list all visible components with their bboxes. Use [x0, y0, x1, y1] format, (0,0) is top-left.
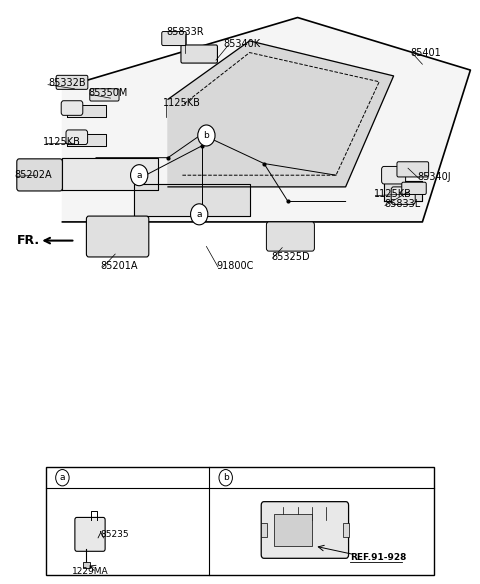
- Text: 85235: 85235: [101, 530, 130, 539]
- Circle shape: [131, 165, 148, 186]
- Text: 1125KB: 1125KB: [374, 189, 412, 200]
- Text: 85201A: 85201A: [101, 260, 138, 271]
- Text: 1125KB: 1125KB: [163, 98, 201, 109]
- Text: 85325D: 85325D: [271, 252, 310, 262]
- Bar: [83, 562, 90, 568]
- Text: 85340K: 85340K: [223, 39, 260, 49]
- Circle shape: [198, 125, 215, 146]
- Text: FR.: FR.: [17, 234, 40, 247]
- Bar: [261, 523, 267, 537]
- Text: 85833L: 85833L: [384, 199, 420, 210]
- Text: 85833R: 85833R: [166, 27, 204, 37]
- Circle shape: [219, 470, 232, 486]
- FancyBboxPatch shape: [66, 130, 88, 144]
- FancyBboxPatch shape: [261, 502, 348, 558]
- Text: 1229MA: 1229MA: [72, 566, 108, 576]
- FancyBboxPatch shape: [162, 32, 186, 46]
- FancyBboxPatch shape: [90, 89, 119, 101]
- Circle shape: [56, 470, 69, 486]
- FancyBboxPatch shape: [391, 187, 415, 204]
- FancyBboxPatch shape: [266, 222, 314, 251]
- FancyBboxPatch shape: [181, 45, 217, 63]
- FancyBboxPatch shape: [402, 182, 426, 194]
- Polygon shape: [62, 18, 470, 222]
- Polygon shape: [67, 105, 106, 117]
- Text: 85401: 85401: [410, 47, 441, 58]
- FancyBboxPatch shape: [75, 517, 105, 551]
- Polygon shape: [384, 181, 422, 201]
- FancyBboxPatch shape: [61, 101, 83, 116]
- Text: 91800C: 91800C: [216, 260, 253, 271]
- Text: b: b: [223, 473, 228, 482]
- Polygon shape: [62, 158, 158, 190]
- Polygon shape: [168, 41, 394, 187]
- Text: 85340J: 85340J: [418, 172, 451, 182]
- FancyBboxPatch shape: [86, 216, 149, 257]
- Circle shape: [191, 204, 208, 225]
- Polygon shape: [67, 134, 106, 146]
- Polygon shape: [134, 184, 250, 216]
- FancyBboxPatch shape: [56, 75, 88, 89]
- Text: 1125KB: 1125KB: [43, 137, 81, 147]
- FancyBboxPatch shape: [17, 159, 62, 191]
- Text: a: a: [136, 171, 142, 180]
- Bar: [46, 467, 434, 575]
- Text: 85202A: 85202A: [14, 170, 52, 180]
- Text: 85350M: 85350M: [89, 88, 128, 99]
- Text: 85332B: 85332B: [48, 78, 85, 88]
- Text: a: a: [60, 473, 65, 482]
- Bar: [274, 514, 312, 546]
- Text: REF.91-928: REF.91-928: [350, 553, 407, 562]
- Bar: [343, 523, 348, 537]
- Text: a: a: [196, 210, 202, 219]
- FancyBboxPatch shape: [397, 162, 429, 177]
- Text: b: b: [204, 131, 209, 140]
- FancyBboxPatch shape: [382, 166, 406, 184]
